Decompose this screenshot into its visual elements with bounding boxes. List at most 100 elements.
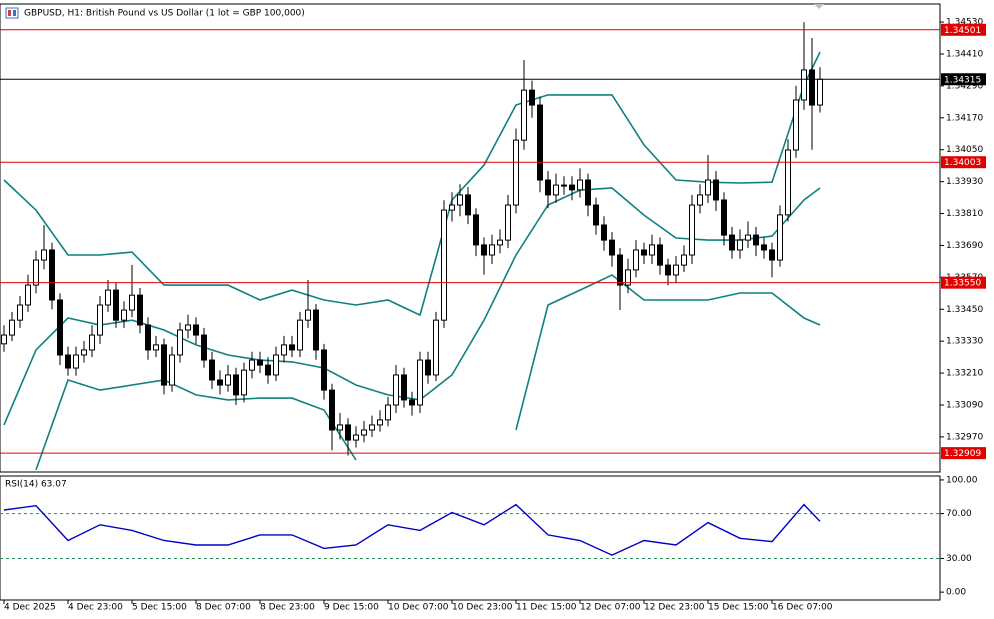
- candle-body: [89, 334, 95, 351]
- candle-body: [729, 234, 735, 251]
- level-label: 1.32909: [944, 449, 981, 459]
- candle-body: [761, 244, 767, 251]
- candle-body: [313, 309, 319, 351]
- candle-body: [401, 374, 407, 401]
- candle-body: [57, 299, 63, 356]
- x-tick-label: 15 Dec 15:00: [708, 603, 769, 613]
- rsi-label: RSI(14) 63.07: [5, 480, 67, 490]
- candle-body: [657, 244, 663, 266]
- x-tick-label: 4 Dec 2025: [4, 603, 56, 613]
- candle-body: [497, 239, 503, 246]
- candle-body: [41, 249, 47, 261]
- candle-body: [65, 354, 71, 369]
- y-tick-label: 1.34530: [946, 18, 983, 28]
- candle-body: [33, 259, 39, 286]
- candle-body: [345, 424, 351, 441]
- candle-body: [609, 239, 615, 256]
- candle-body: [321, 349, 327, 391]
- y-tick-label: 1.33090: [946, 400, 983, 410]
- candle-body: [217, 379, 223, 386]
- series-line: [3, 51, 821, 317]
- series-line: [35, 274, 821, 471]
- level-label: 1.34003: [944, 158, 981, 168]
- candle-body: [777, 214, 783, 261]
- candle-body: [353, 434, 359, 441]
- candle-body: [305, 309, 311, 321]
- candle-body: [473, 214, 479, 246]
- candle-body: [457, 194, 463, 206]
- candle-body: [249, 359, 255, 371]
- candle-body: [145, 324, 151, 351]
- candle-body: [209, 359, 215, 381]
- x-tick-label: 4 Dec 23:00: [68, 603, 123, 613]
- candle-body: [241, 369, 247, 396]
- candle-body: [489, 244, 495, 256]
- candle-body: [361, 429, 367, 436]
- level-label-box: [941, 23, 986, 36]
- x-tick-label: 8 Dec 07:00: [196, 603, 251, 613]
- candle-body: [521, 89, 527, 141]
- candle-body: [809, 69, 815, 106]
- candle-body: [17, 304, 23, 321]
- candle-body: [817, 78, 823, 106]
- candle-body: [481, 244, 487, 256]
- candle-body: [505, 204, 511, 241]
- chart-title: GBPUSD, H1: British Pound vs US Dollar (…: [24, 9, 305, 19]
- candle-body: [545, 179, 551, 196]
- series-line: [3, 187, 821, 426]
- candle-body: [153, 344, 159, 351]
- candle-body: [745, 234, 751, 241]
- candle-body: [713, 179, 719, 201]
- candle-body: [633, 249, 639, 271]
- candle-body: [161, 344, 167, 386]
- candle-body: [537, 104, 543, 181]
- candle-body: [9, 319, 15, 336]
- candle-body: [233, 374, 239, 396]
- candle-body: [569, 184, 575, 191]
- candle-body: [793, 99, 799, 151]
- level-label-box: [941, 447, 986, 460]
- candle-body: [681, 254, 687, 266]
- candle-body: [297, 319, 303, 351]
- y-tick-label: 1.33330: [946, 337, 983, 347]
- candle-body: [177, 329, 183, 356]
- candle-body: [337, 424, 343, 431]
- candle-body: [409, 399, 415, 406]
- candle-body: [377, 419, 383, 426]
- y-tick-label: 70.00: [946, 509, 972, 519]
- candle-body: [417, 359, 423, 406]
- candle-body: [561, 184, 567, 187]
- y-tick-label: 1.33210: [946, 369, 983, 379]
- candle-body: [705, 179, 711, 196]
- x-tick-label: 16 Dec 07:00: [772, 603, 833, 613]
- candle-body: [225, 374, 231, 386]
- candle-body: [193, 324, 199, 336]
- candle-body: [105, 289, 111, 306]
- y-tick-label: 1.33450: [946, 305, 983, 315]
- candle-body: [785, 149, 791, 216]
- x-tick-label: 12 Dec 23:00: [644, 603, 705, 613]
- candle-body: [753, 234, 759, 246]
- candle-body: [113, 289, 119, 321]
- candle-body: [137, 294, 143, 326]
- y-tick-label: 1.33810: [946, 209, 983, 219]
- y-tick-label: 1.34290: [946, 81, 983, 91]
- candle-body: [81, 349, 87, 356]
- candle-body: [665, 264, 671, 276]
- candle-body: [425, 359, 431, 376]
- x-tick-label: 10 Dec 07:00: [388, 603, 449, 613]
- level-label-box: [941, 276, 986, 289]
- candle-body: [289, 344, 295, 351]
- y-tick-label: 1.34410: [946, 49, 983, 59]
- candle-body: [97, 304, 103, 336]
- level-label-box: [941, 156, 986, 169]
- candle-body: [265, 364, 271, 376]
- candle-body: [385, 404, 391, 421]
- y-tick-label: 1.33930: [946, 177, 983, 187]
- candle-body: [801, 69, 807, 101]
- candle-body: [617, 254, 623, 286]
- y-tick-label: 1.34050: [946, 145, 983, 155]
- price-panel: [0, 3, 941, 473]
- candle-body: [257, 359, 263, 366]
